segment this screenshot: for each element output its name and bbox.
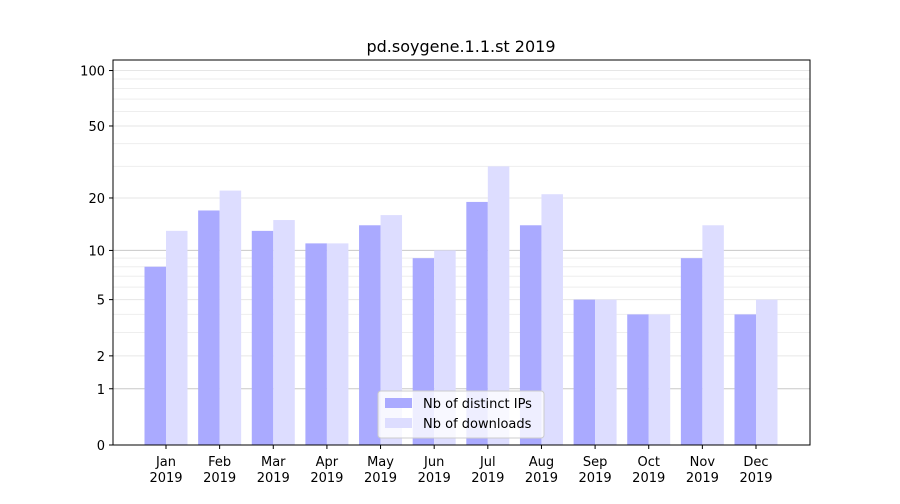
legend-swatch: [385, 418, 412, 428]
x-tick-label: Jan 2019: [149, 455, 182, 486]
x-tick-label: Aug 2019: [525, 455, 558, 486]
legend-box: [377, 390, 545, 439]
x-tick-label: Feb 2019: [203, 455, 236, 486]
y-tick-label: 5: [97, 294, 105, 309]
bar-distinct-ips: [734, 314, 756, 445]
y-tick-label: 1: [97, 383, 105, 398]
bar-distinct-ips: [627, 314, 649, 445]
bar-downloads: [756, 299, 778, 445]
x-tick-label: Nov 2019: [686, 455, 719, 486]
bar-downloads: [166, 230, 188, 445]
x-tick-label: Jun 2019: [418, 455, 451, 486]
y-tick-label: 50: [88, 120, 105, 135]
bar-downloads: [595, 299, 617, 445]
plot-frame: [112, 59, 811, 446]
x-tick-label: May 2019: [364, 455, 397, 486]
bar-distinct-ips: [198, 210, 220, 445]
bar-downloads: [541, 194, 563, 445]
y-tick-label: 2: [97, 350, 105, 365]
bar-downloads: [487, 166, 510, 445]
chart-title: pd.soygene.1.1.st 2019: [366, 37, 555, 56]
bar-distinct-ips: [305, 243, 327, 445]
y-tick-label: 10: [88, 244, 105, 259]
bar-downloads: [702, 225, 724, 445]
bar-distinct-ips: [359, 225, 381, 445]
x-tick-label: Sep 2019: [579, 455, 612, 486]
legend-label: Nb of distinct IPs: [423, 397, 532, 412]
bar-downloads: [380, 215, 403, 445]
x-tick-label: Jul 2019: [471, 455, 504, 486]
legend-swatch: [385, 398, 412, 408]
y-axis: 0 1 2 5 10 20 50 100: [80, 65, 113, 454]
bar-downloads: [219, 190, 242, 445]
bar-distinct-ips: [680, 258, 703, 445]
x-tick-label: Mar 2019: [257, 455, 290, 486]
x-tick-label: Apr 2019: [310, 455, 343, 486]
bar-downloads: [648, 314, 671, 445]
y-tick-label: 20: [88, 192, 105, 207]
bar-distinct-ips: [466, 201, 488, 445]
bar-downloads: [273, 220, 295, 445]
bar-distinct-ips: [573, 299, 596, 445]
y-tick-label: 100: [80, 65, 105, 80]
x-axis: Jan 2019 Feb 2019 Mar 2019 Apr 2019 May 2019 Jun 20…: [149, 445, 773, 486]
bar-distinct-ips: [144, 266, 166, 445]
x-tick-label: Oct 2019: [632, 455, 665, 486]
legend-label: Nb of downloads: [423, 417, 532, 432]
bar-downloads: [326, 243, 349, 445]
bar-distinct-ips: [519, 225, 542, 445]
bar-distinct-ips: [251, 230, 274, 445]
x-tick-label: Dec 2019: [739, 455, 772, 486]
y-tick-label: 0: [97, 439, 105, 454]
legend: Nb of distinct IPs Nb of downloads: [377, 390, 545, 439]
